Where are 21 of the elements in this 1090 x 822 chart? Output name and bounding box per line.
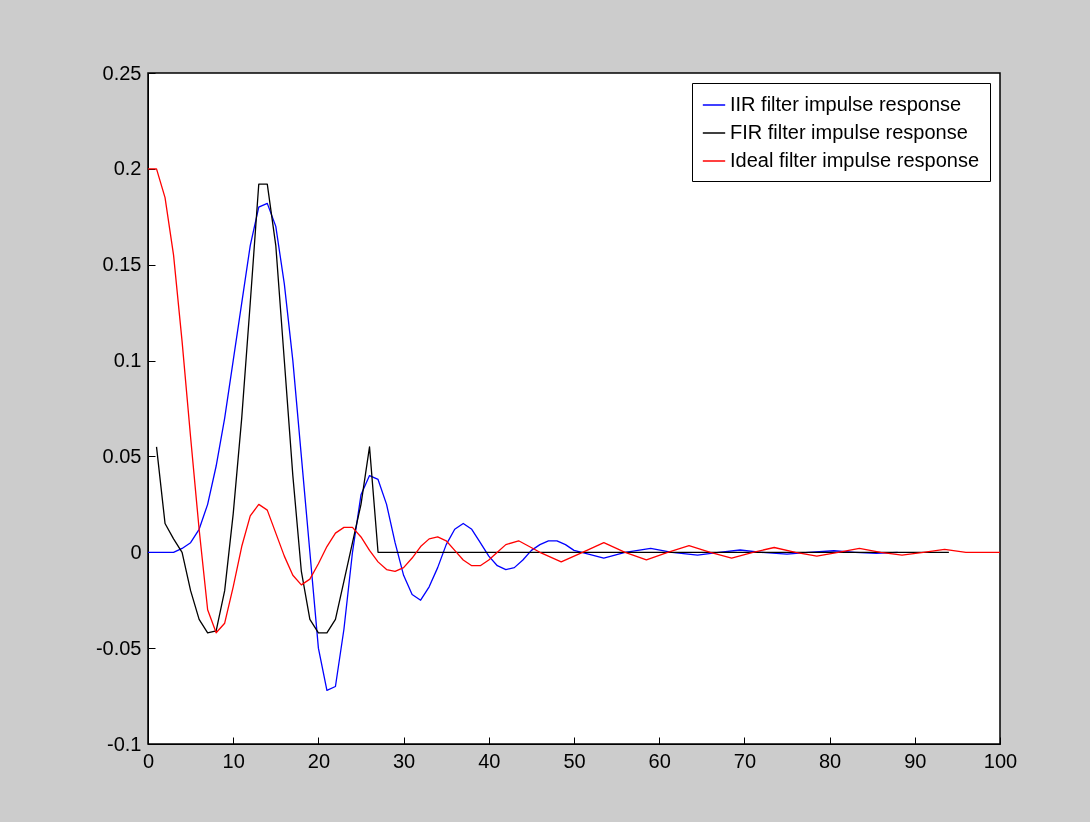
x-tick-label: 80 (818, 749, 842, 772)
y-tick-label: -0.05 (95, 636, 142, 659)
x-tick-label: 60 (648, 749, 671, 772)
y-tick-label: 0.25 (102, 61, 142, 84)
x-tick-label: 10 (222, 749, 245, 772)
y-tick-label: 0.05 (102, 444, 142, 467)
x-tick-label: 90 (904, 749, 927, 772)
x-tick-label: 50 (563, 749, 586, 772)
y-tick-label: 0.1 (113, 349, 142, 372)
legend-label: Ideal filter impulse response (730, 149, 980, 171)
y-tick-label: 0.2 (113, 157, 142, 180)
x-tick-label: 70 (733, 749, 757, 772)
y-tick-label: -0.1 (107, 732, 142, 755)
legend-label: FIR filter impulse response (730, 121, 968, 143)
legend-label: IIR filter impulse response (730, 93, 962, 115)
y-tick-label: 0 (130, 540, 142, 563)
x-tick-label: 100 (983, 749, 1018, 772)
x-tick-label: 30 (392, 749, 416, 772)
x-tick-label: 20 (307, 749, 331, 772)
y-tick-label: 0.15 (102, 253, 142, 276)
x-tick-label: 40 (478, 749, 501, 772)
